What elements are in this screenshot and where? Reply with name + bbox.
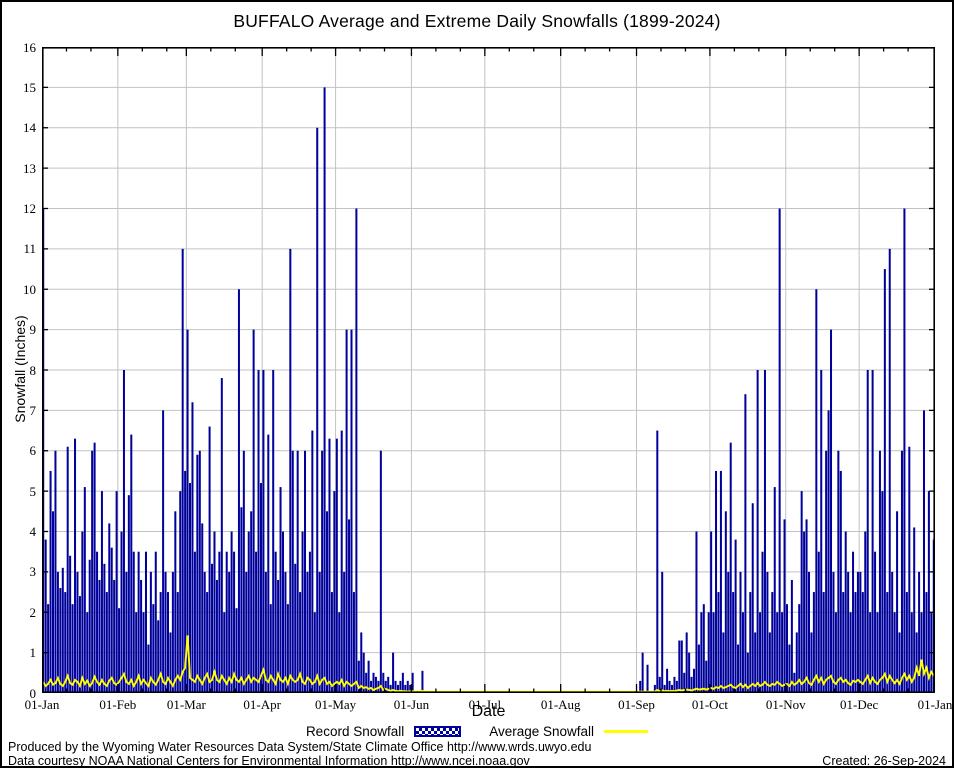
average-snowfall-line-icon	[604, 730, 649, 733]
x-tick-label: 01-Jul	[468, 697, 502, 712]
x-tick-label: 01-May	[314, 697, 357, 712]
x-tick-label: 01-Dec	[840, 697, 879, 712]
y-tick-label: 11	[23, 241, 36, 257]
x-tick-label: 01-Jan	[917, 697, 953, 712]
x-tick-label: 01-Feb	[99, 697, 137, 712]
y-tick-label: 12	[23, 201, 36, 216]
y-tick-label: 13	[23, 160, 36, 176]
y-tick-label: 5	[29, 483, 37, 499]
y-tick-label: 4	[29, 524, 37, 539]
x-tick-label: 01-Apr	[243, 697, 281, 712]
plot-border	[42, 47, 935, 693]
legend-record-label: Record Snowfall	[305, 724, 405, 739]
legend-average-label: Average Snowfall	[489, 724, 595, 739]
y-tick-label: 8	[29, 362, 37, 378]
x-tick-label: 01-Oct	[691, 697, 728, 712]
footer-data-courtesy: Data courtesy NOAA National Centers for …	[8, 754, 530, 768]
x-tick-label: 01-Aug	[540, 697, 581, 712]
y-tick-label: 10	[23, 281, 36, 297]
record-snowfall-bars	[42, 87, 935, 693]
gridlines	[42, 47, 935, 693]
x-tick-label: 01-Sep	[618, 697, 655, 712]
y-tick-label: 0	[29, 685, 37, 701]
footer-created-date: Created: 26-Sep-2024	[822, 754, 946, 768]
y-tick-label: 14	[23, 120, 36, 136]
y-tick-label: 1	[29, 645, 37, 661]
x-tick-label: 01-Nov	[765, 697, 806, 712]
x-tick-label: 01-Mar	[166, 697, 206, 712]
y-tick-label: 15	[23, 79, 36, 95]
y-tick-label: 16	[23, 39, 36, 55]
chart-title: BUFFALO Average and Extreme Daily Snowfa…	[233, 11, 721, 31]
legend: Record Snowfall Average Snowfall	[2, 724, 952, 739]
y-tick-label: 3	[29, 564, 37, 580]
y-tick-label: 6	[29, 443, 37, 459]
y-tick-label: 9	[29, 322, 37, 338]
y-tick-label: 7	[29, 402, 37, 418]
record-snowfall-swatch-icon	[414, 726, 462, 737]
plot-svg	[42, 47, 935, 693]
footer-produced-by: Produced by the Wyoming Water Resources …	[8, 740, 592, 754]
x-tick-label: 01-Jun	[393, 697, 430, 712]
x-tick-label: 01-Jan	[24, 697, 60, 712]
plot-area	[42, 47, 935, 693]
y-tick-label: 2	[29, 604, 37, 620]
x-axis-label: Date	[471, 703, 506, 720]
